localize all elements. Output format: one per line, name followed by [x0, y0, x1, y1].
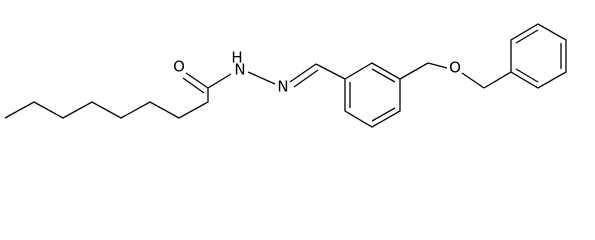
bond	[182, 77, 205, 94]
atom-label: N	[234, 61, 245, 79]
atom-label: H	[231, 49, 242, 67]
bond	[247, 71, 276, 85]
bond	[483, 71, 512, 89]
atom-label: N	[277, 78, 288, 96]
bond	[293, 69, 319, 88]
molecule-diagram: O N H N O	[4, 23, 567, 128]
bond	[427, 62, 448, 69]
bond	[515, 68, 539, 83]
bond	[315, 63, 346, 80]
bond	[515, 29, 539, 44]
alkyl-chain	[4, 88, 209, 119]
bond	[461, 72, 485, 89]
bond	[289, 63, 317, 83]
bond	[185, 72, 209, 89]
ring	[344, 62, 401, 128]
atom-label: O	[173, 58, 185, 76]
bond	[371, 107, 396, 122]
ring	[510, 23, 567, 89]
atom-label: O	[449, 59, 461, 77]
bond	[399, 62, 429, 80]
bond	[371, 68, 396, 83]
bond	[207, 73, 232, 89]
